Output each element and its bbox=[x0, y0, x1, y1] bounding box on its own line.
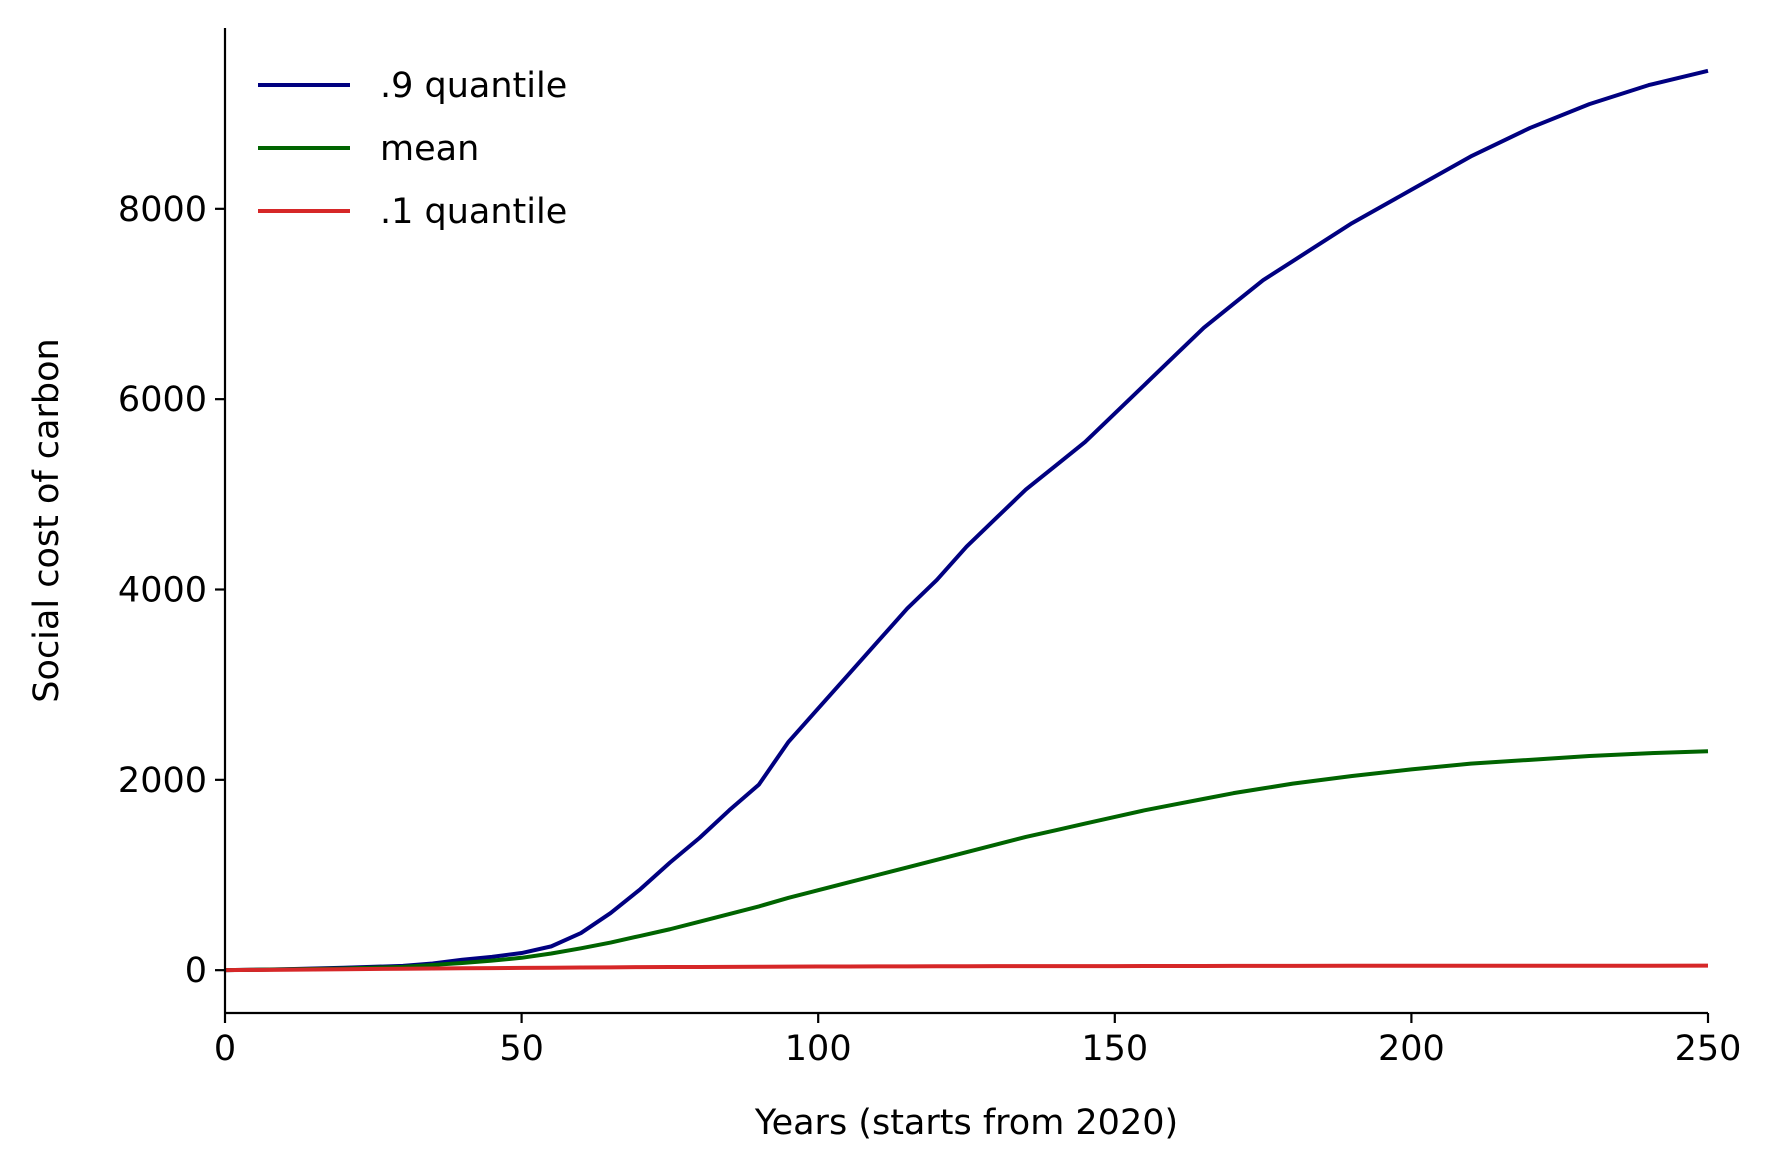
x-tick-label: 200 bbox=[1378, 1029, 1445, 1069]
series-line-2 bbox=[224, 749, 1709, 973]
y-tick-label: 0 bbox=[185, 951, 207, 991]
series-line-1 bbox=[224, 68, 1709, 973]
legend-label-1: .9 quantile bbox=[380, 66, 567, 106]
y-tick-label: 8000 bbox=[118, 190, 207, 230]
legend: .9 quantile mean .1 quantile bbox=[258, 66, 567, 232]
x-tick-label: 100 bbox=[785, 1029, 852, 1069]
x-tick-label: 0 bbox=[214, 1029, 236, 1069]
x-tick-label: 150 bbox=[1081, 1029, 1148, 1069]
x-tick-label: 250 bbox=[1675, 1029, 1742, 1069]
series-lines bbox=[224, 68, 1709, 973]
x-tick-label: 50 bbox=[499, 1029, 544, 1069]
y-axis-ticks: 0 2000 4000 6000 8000 bbox=[118, 190, 225, 991]
y-tick-label: 2000 bbox=[118, 761, 207, 801]
x-axis-ticks: 0 50 100 150 200 250 bbox=[214, 1013, 1742, 1069]
legend-label-2: mean bbox=[380, 129, 479, 169]
y-tick-label: 4000 bbox=[118, 570, 207, 610]
legend-label-3: .1 quantile bbox=[380, 192, 567, 232]
y-axis-label: Social cost of carbon bbox=[27, 338, 67, 702]
y-tick-label: 6000 bbox=[118, 380, 207, 420]
x-axis-label: Years (starts from 2020) bbox=[754, 1103, 1178, 1143]
series-line-3 bbox=[224, 963, 1709, 973]
